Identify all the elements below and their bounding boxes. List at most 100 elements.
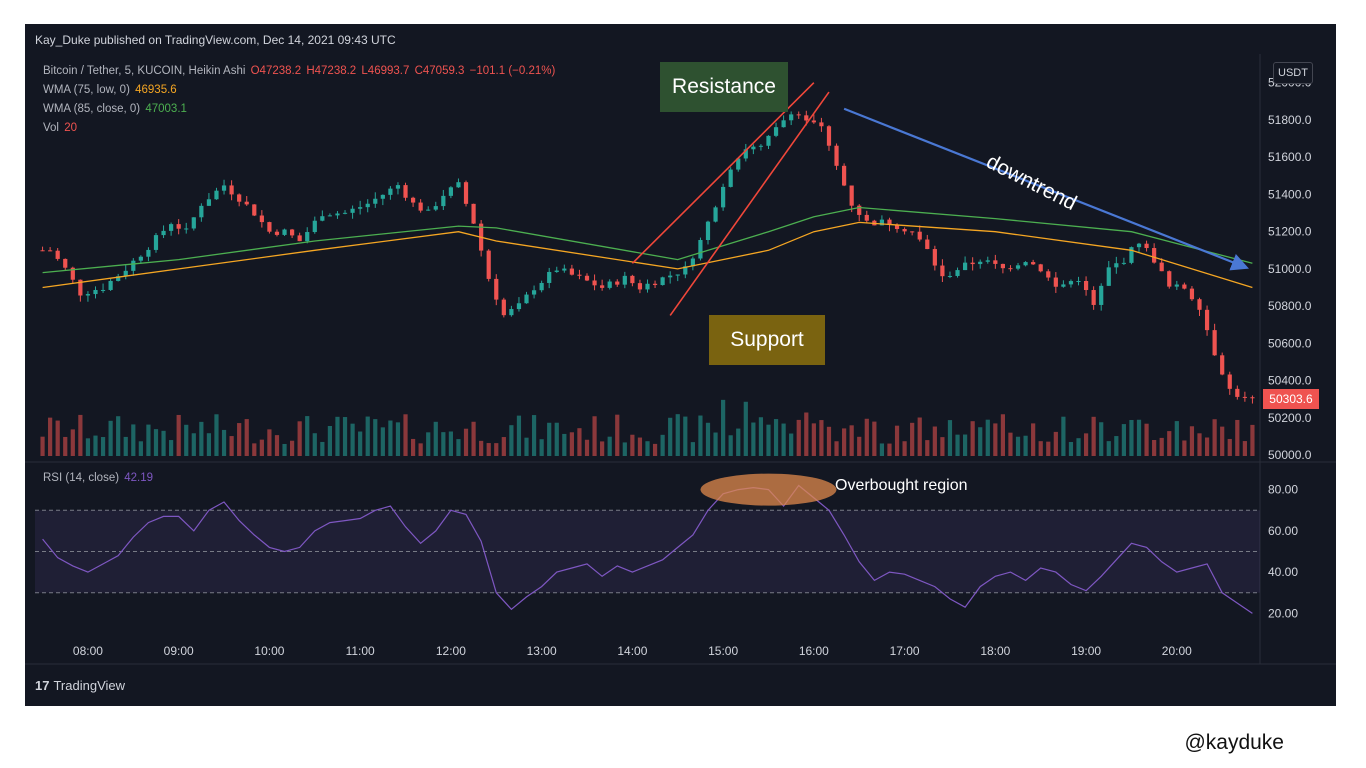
volume-bar: [736, 428, 741, 456]
volume-bar: [1053, 431, 1058, 456]
volume-bar: [1023, 435, 1028, 456]
candle-body: [1250, 397, 1255, 399]
candle-body: [781, 120, 786, 128]
volume-bar: [615, 414, 620, 456]
candle-body: [645, 283, 650, 290]
volume-bar: [668, 417, 673, 456]
candle-body: [463, 182, 469, 204]
candle-body: [925, 239, 930, 250]
candle-body: [221, 185, 227, 191]
candle-body: [471, 203, 476, 224]
time-tick-label: 13:00: [527, 644, 557, 658]
candle-body: [736, 158, 741, 170]
tradingview-logo[interactable]: 17 TradingView: [35, 678, 125, 693]
volume-bar: [645, 441, 650, 456]
volume-bar: [131, 424, 136, 456]
chart-canvas[interactable]: 50000.0 50200.0 50400.0 50600.0 50800.0 51000…: [25, 24, 1336, 706]
candle-body: [131, 260, 136, 271]
volume-bar: [1015, 436, 1021, 456]
volume-bar: [728, 435, 733, 456]
time-tick-label: 17:00: [890, 644, 920, 658]
chart-frame: Kay_Duke published on TradingView.com, D…: [25, 24, 1336, 706]
candle-body: [569, 268, 574, 275]
volume-bar: [1227, 438, 1232, 456]
volume-bar: [902, 441, 907, 456]
volume-bar: [229, 436, 234, 456]
volume-bar: [1167, 431, 1172, 456]
candle-body: [887, 219, 892, 225]
price-tick-label: 50000.0: [1268, 448, 1312, 462]
rsi-tick-label: 20.00: [1268, 606, 1298, 620]
candle-body: [48, 250, 53, 252]
resistance-trendline: [631, 82, 815, 264]
candle-body: [1159, 262, 1164, 272]
candle-body: [456, 182, 461, 188]
resistance-label: Resistance: [660, 62, 788, 112]
candle-body: [388, 188, 393, 195]
candle-body: [426, 209, 431, 211]
volume-bar: [48, 417, 53, 456]
volume-bar: [335, 416, 340, 456]
volume-bar: [1152, 439, 1157, 456]
candle-body: [244, 201, 249, 205]
candle-body: [1046, 271, 1051, 278]
candle-body: [728, 169, 733, 187]
volume-bar: [55, 420, 60, 456]
volume-bar: [1129, 420, 1134, 456]
volume-bar: [373, 419, 378, 456]
time-tick-label: 15:00: [708, 644, 738, 658]
candle-body: [789, 114, 794, 121]
candle-body: [864, 214, 869, 221]
volume-bar: [675, 414, 680, 456]
volume-bar: [857, 436, 862, 456]
volume-bar: [705, 422, 711, 456]
overbought-highlight: [700, 473, 837, 506]
volume-bar: [123, 436, 128, 456]
wma75-value: 46935.6: [135, 84, 177, 96]
time-tick-label: 16:00: [799, 644, 829, 658]
volume-bar: [1083, 433, 1089, 456]
candle-body: [78, 279, 83, 296]
rsi-tick-label: 80.00: [1268, 483, 1298, 497]
volume-bar: [161, 430, 166, 456]
candle-body: [1167, 271, 1172, 287]
currency-badge[interactable]: USDT: [1273, 62, 1313, 84]
candle-body: [804, 115, 809, 121]
candle-body: [259, 215, 264, 223]
volume-bar: [690, 442, 695, 456]
volume-bar: [1159, 437, 1164, 456]
volume-bar: [1121, 424, 1126, 456]
candle-body: [683, 266, 688, 275]
overbought-label: Overbought region: [835, 477, 968, 494]
candle-body: [970, 262, 975, 265]
candle-body: [630, 275, 635, 284]
volume-bar: [1114, 436, 1119, 456]
candle-body: [1068, 281, 1074, 285]
candle-body: [297, 235, 302, 242]
volume-bar: [713, 432, 718, 456]
candle-body: [531, 290, 537, 295]
volume-bar: [463, 428, 469, 456]
candle-body: [675, 274, 680, 276]
support-trendline: [669, 91, 830, 316]
tv-logo-icon: 17: [35, 678, 50, 693]
candle-body: [1220, 355, 1225, 375]
candle-body: [1174, 284, 1179, 287]
volume-bar: [796, 419, 801, 456]
candle-body: [705, 221, 711, 240]
price-tick-label: 51800.0: [1268, 113, 1312, 127]
volume-bar: [622, 442, 627, 456]
candle-body: [395, 185, 401, 189]
candle-body: [955, 270, 960, 276]
ohlc-open: O47238.2: [250, 65, 302, 77]
volume-bar: [267, 429, 272, 456]
volume-bar: [358, 431, 363, 456]
candle-body: [1121, 262, 1126, 264]
candle-body: [947, 275, 953, 277]
vol-value: 20: [64, 122, 77, 134]
price-tick-label: 50800.0: [1268, 299, 1312, 313]
volume-bar: [433, 421, 438, 456]
volume-bar: [214, 414, 219, 456]
time-tick-label: 10:00: [254, 644, 284, 658]
candle-body: [1204, 309, 1210, 331]
